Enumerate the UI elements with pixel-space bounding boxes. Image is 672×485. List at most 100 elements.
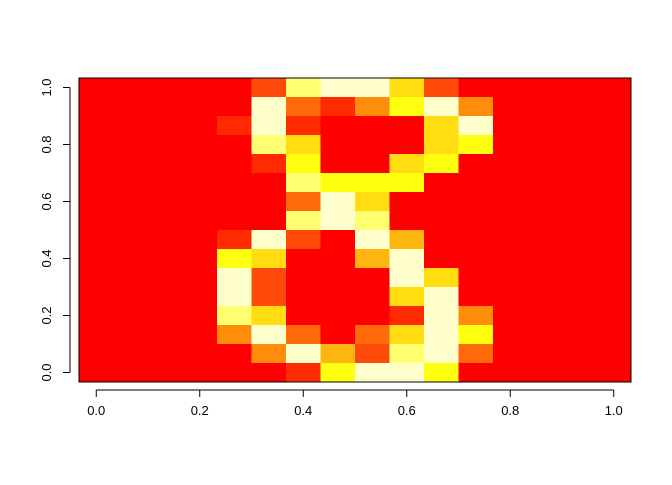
y-tick-label: 0.6 [39, 192, 54, 210]
heatmap-cell [320, 211, 356, 231]
heatmap-cell [251, 249, 287, 269]
heatmap-cell [79, 287, 114, 307]
heatmap-cell [493, 116, 528, 136]
heatmap-cell [596, 363, 632, 383]
heatmap-cell [251, 230, 287, 250]
heatmap-cell [320, 116, 356, 136]
heatmap-cell [493, 268, 528, 288]
y-tick-label: 0.8 [39, 135, 54, 153]
heatmap-cell [527, 268, 563, 288]
heatmap-cell [527, 154, 563, 174]
heatmap-cell [424, 325, 459, 345]
heatmap-cell [320, 97, 356, 117]
heatmap-cell [493, 230, 528, 250]
heatmap-cell [251, 192, 287, 212]
heatmap-cell [320, 344, 356, 364]
x-tick-label: 0.0 [87, 403, 105, 418]
heatmap-cell [389, 268, 425, 288]
heatmap-cell [113, 78, 149, 98]
heatmap-cell [493, 306, 528, 326]
heatmap-cell [182, 249, 218, 269]
heatmap-cell [458, 135, 494, 155]
heatmap-cell [251, 78, 287, 98]
heatmap-cell [217, 173, 252, 193]
heatmap-cell [562, 154, 597, 174]
heatmap-cell [113, 325, 149, 345]
heatmap-cell [424, 97, 459, 117]
heatmap-cell [113, 211, 149, 231]
heatmap-cell [389, 363, 425, 383]
heatmap-cell [493, 173, 528, 193]
heatmap-cell [286, 268, 321, 288]
heatmap-cell [527, 211, 563, 231]
heatmap-cell [562, 268, 597, 288]
heatmap-cell [596, 287, 632, 307]
heatmap-cell [113, 135, 149, 155]
heatmap-cell [320, 135, 356, 155]
heatmap-cell [527, 173, 563, 193]
heatmap-cell [286, 230, 321, 250]
x-tick-label: 0.2 [191, 403, 209, 418]
heatmap-cell [527, 249, 563, 269]
heatmap-cell [286, 78, 321, 98]
heatmap-cell [596, 78, 632, 98]
heatmap-cell [217, 249, 252, 269]
heatmap-cell [562, 97, 597, 117]
heatmap-cell [562, 116, 597, 136]
heatmap-cell [320, 363, 356, 383]
heatmap-cell [148, 230, 183, 250]
heatmap-cell [458, 325, 494, 345]
heatmap-cell [596, 97, 632, 117]
heatmap-cell [113, 173, 149, 193]
heatmap-cell [217, 192, 252, 212]
heatmap-cell [527, 78, 563, 98]
heatmap-cell [320, 173, 356, 193]
heatmap-cell [458, 306, 494, 326]
heatmap-cell [251, 173, 287, 193]
heatmap-cell [79, 154, 114, 174]
heatmap-cell [182, 135, 218, 155]
heatmap-cell [389, 116, 425, 136]
heatmap-cell [320, 78, 356, 98]
heatmap-cell [79, 325, 114, 345]
heatmap-cell [596, 116, 632, 136]
heatmap-cell [389, 230, 425, 250]
heatmap-cell [251, 135, 287, 155]
heatmap-cell [493, 287, 528, 307]
heatmap-cell [527, 306, 563, 326]
heatmap-cell [527, 363, 563, 383]
heatmap-cell [79, 344, 114, 364]
heatmap-cell [562, 287, 597, 307]
heatmap-cell [527, 230, 563, 250]
y-tick-label: 0.0 [39, 363, 54, 381]
heatmap-cell [596, 211, 632, 231]
heatmap-cell [458, 78, 494, 98]
heatmap-cell [424, 268, 459, 288]
heatmap-cell [596, 306, 632, 326]
heatmap-cell [79, 363, 114, 383]
heatmap-cell [355, 249, 390, 269]
heatmap-cell [562, 249, 597, 269]
heatmap-cell [389, 344, 425, 364]
heatmap-cell [217, 116, 252, 136]
heatmap-cell [251, 325, 287, 345]
heatmap-cell [79, 230, 114, 250]
heatmap-cell [424, 211, 459, 231]
heatmap-cell [148, 268, 183, 288]
heatmap-cell [217, 135, 252, 155]
heatmap-cell [217, 78, 252, 98]
heatmap-cell [113, 192, 149, 212]
heatmap-cell [458, 268, 494, 288]
y-axis: 0.0 0.2 0.4 0.6 0.8 1.0 [39, 78, 71, 382]
heatmap-cell [148, 135, 183, 155]
heatmap-cell [596, 192, 632, 212]
heatmap-cell [251, 211, 287, 231]
heatmap-cell [458, 173, 494, 193]
y-tick-label: 0.4 [39, 249, 54, 267]
heatmap-cell [182, 325, 218, 345]
heatmap-cell [79, 249, 114, 269]
heatmap-cell [424, 192, 459, 212]
heatmap-cell [79, 192, 114, 212]
heatmap-cell [424, 173, 459, 193]
heatmap-cell [182, 344, 218, 364]
